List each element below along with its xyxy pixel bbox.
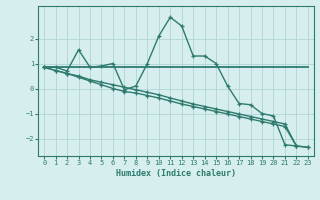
X-axis label: Humidex (Indice chaleur): Humidex (Indice chaleur) (116, 169, 236, 178)
